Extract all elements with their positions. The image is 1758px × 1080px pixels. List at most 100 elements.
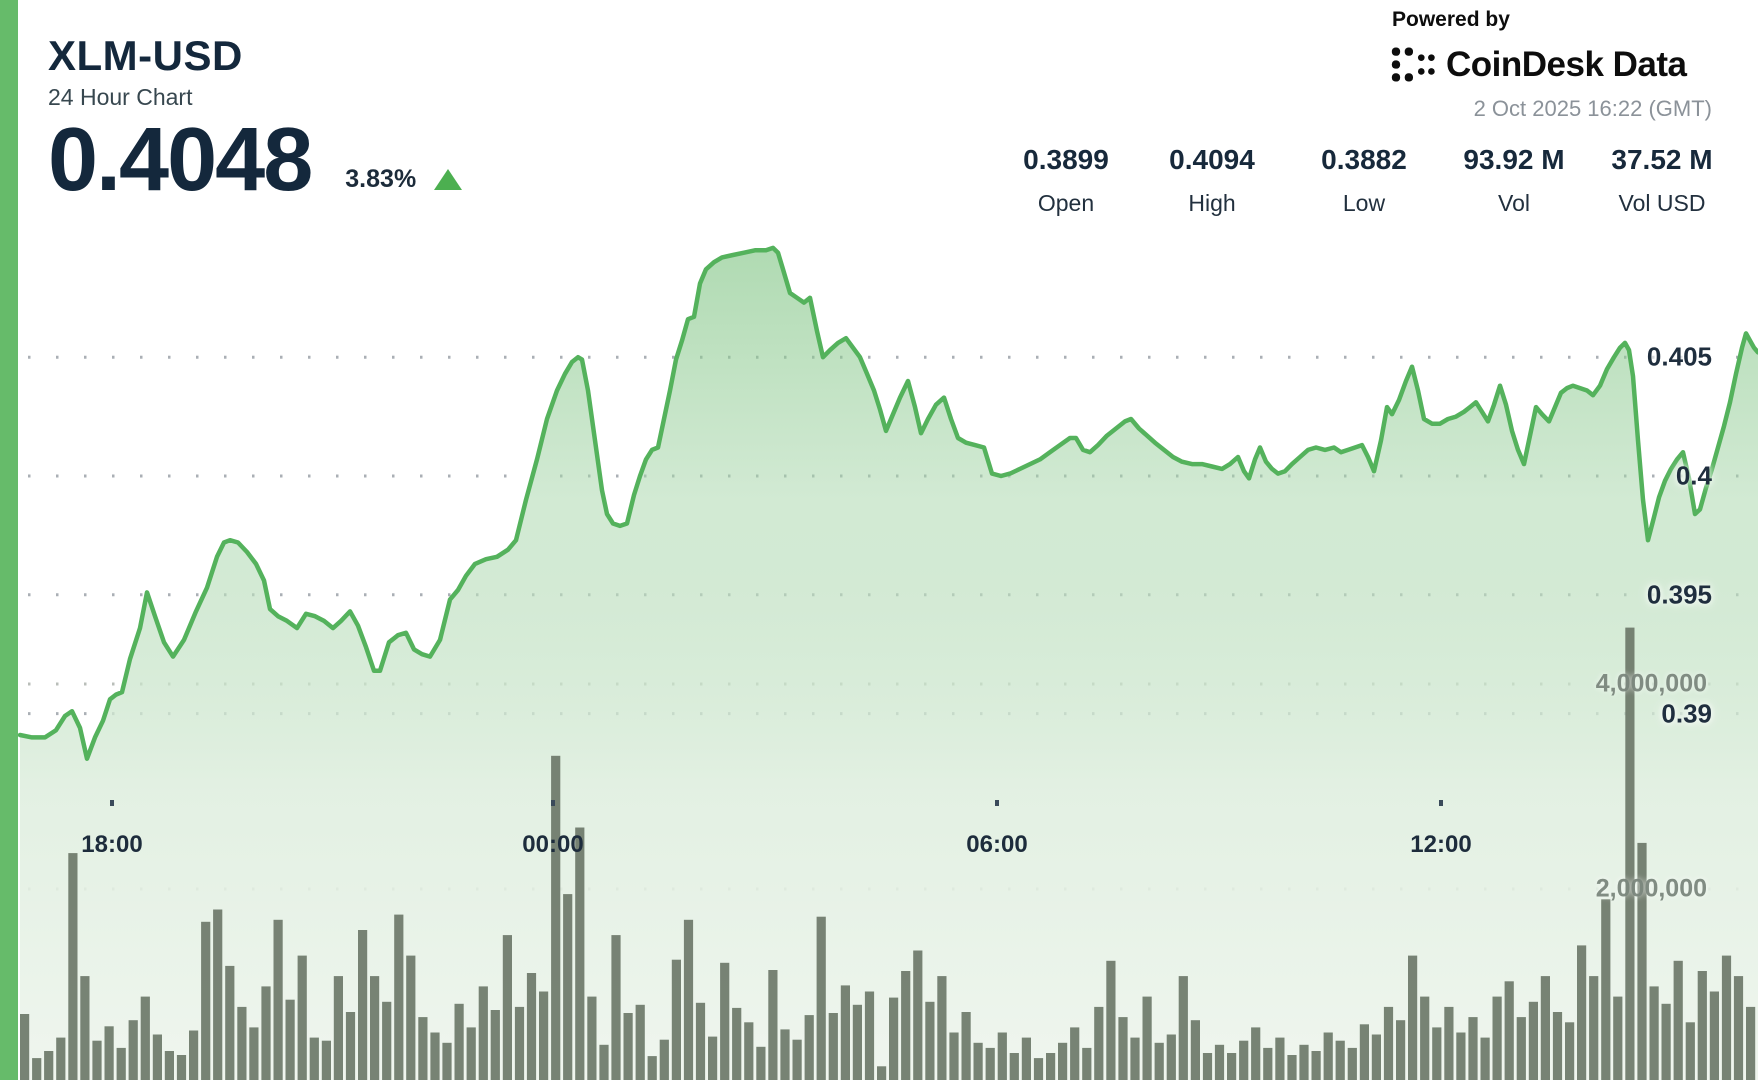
volume-bar bbox=[213, 909, 223, 1080]
volume-bar bbox=[1444, 1006, 1454, 1080]
volume-bar bbox=[1335, 1040, 1345, 1080]
volume-bar bbox=[176, 1055, 187, 1080]
volume-bar bbox=[333, 976, 343, 1080]
volume-bar bbox=[1516, 1017, 1526, 1080]
volume-bar bbox=[1275, 1037, 1285, 1080]
coindesk-bracket-icon bbox=[1391, 47, 1435, 82]
volume-bar bbox=[1661, 1003, 1671, 1080]
volume-bar bbox=[68, 853, 78, 1080]
volume-bar bbox=[708, 1036, 718, 1080]
volume-bar bbox=[1396, 1020, 1406, 1080]
volume-bar bbox=[961, 1012, 971, 1080]
volume-bar bbox=[671, 959, 681, 1080]
volume-bar bbox=[1420, 996, 1430, 1080]
volume-bar bbox=[937, 976, 947, 1080]
volume-bar bbox=[140, 996, 150, 1080]
volume-bar bbox=[720, 962, 730, 1080]
volume-bar bbox=[430, 1032, 440, 1080]
volume-bar bbox=[1673, 960, 1683, 1080]
volume-bar bbox=[611, 935, 621, 1080]
volume-bar bbox=[1251, 1027, 1261, 1080]
volume-bar bbox=[478, 986, 488, 1080]
volume-bar bbox=[1492, 996, 1502, 1080]
volume-bar bbox=[1154, 1042, 1164, 1080]
coindesk-logo-text: CoinDesk Data bbox=[1446, 45, 1687, 84]
volume-bar bbox=[454, 1003, 464, 1080]
volume-bar bbox=[44, 1051, 54, 1080]
volume-bar bbox=[840, 985, 850, 1080]
volume-bar bbox=[949, 1032, 959, 1080]
volume-bar bbox=[490, 1010, 500, 1080]
volume-bar bbox=[1613, 996, 1623, 1080]
volume-bar bbox=[526, 973, 537, 1080]
volume-bar bbox=[1697, 971, 1707, 1080]
volume-bar bbox=[1299, 1044, 1309, 1080]
volume-bar bbox=[985, 1047, 995, 1080]
volume-bar bbox=[1359, 1024, 1369, 1080]
volume-bar bbox=[358, 930, 368, 1080]
volume-bar bbox=[297, 955, 307, 1080]
volume-bar bbox=[973, 1042, 983, 1080]
volume-bar bbox=[683, 919, 694, 1080]
volume-bar bbox=[1721, 955, 1732, 1080]
volume-bar bbox=[623, 1013, 633, 1080]
volume-bar bbox=[732, 1007, 742, 1080]
volume-bar bbox=[1070, 1027, 1080, 1080]
volume-bar bbox=[442, 1042, 452, 1080]
volume-bar bbox=[792, 1039, 802, 1080]
volume-bar bbox=[864, 991, 875, 1080]
volume-bar bbox=[1577, 945, 1587, 1080]
volume-bar bbox=[1263, 1047, 1273, 1080]
volume-bar bbox=[1528, 1001, 1538, 1080]
volume-bar bbox=[780, 1029, 790, 1080]
volume-bar bbox=[382, 1001, 392, 1080]
volume-bar bbox=[575, 827, 585, 1080]
volume-bar bbox=[309, 1037, 319, 1080]
price-line bbox=[17, 245, 1758, 761]
volume-bar bbox=[925, 1001, 935, 1080]
volume-bar bbox=[635, 1004, 645, 1080]
volume-bar bbox=[152, 1034, 162, 1080]
coindesk-logo[interactable]: CoinDesk Data bbox=[1380, 44, 1712, 86]
left-accent-bar bbox=[0, 0, 18, 1080]
volume-bar bbox=[1202, 1053, 1213, 1080]
volume-bar bbox=[285, 999, 295, 1080]
volume-bar bbox=[1746, 1006, 1756, 1080]
volume-bar bbox=[370, 976, 380, 1080]
volume-bar bbox=[877, 1066, 887, 1080]
volume-bar bbox=[1637, 842, 1647, 1080]
volume-bar bbox=[321, 1040, 331, 1080]
volume-bar bbox=[466, 1027, 476, 1080]
volume-bar bbox=[1456, 1032, 1466, 1080]
volume-bar bbox=[1287, 1055, 1297, 1080]
volume-bar bbox=[1046, 1053, 1056, 1080]
volume-bar bbox=[1058, 1042, 1068, 1080]
volume-bar bbox=[394, 914, 404, 1080]
volume-bar bbox=[116, 1047, 126, 1080]
volume-bar bbox=[768, 970, 778, 1080]
volume-bar bbox=[32, 1058, 42, 1080]
volume-bar bbox=[1432, 1027, 1442, 1080]
volume-bar bbox=[225, 965, 235, 1080]
volume-bar bbox=[1733, 976, 1744, 1080]
volume-bar bbox=[1540, 976, 1550, 1080]
volume-bar bbox=[406, 955, 416, 1080]
volume-bar bbox=[1082, 1047, 1092, 1080]
volume-bar bbox=[1118, 1017, 1128, 1080]
volume-bar bbox=[1589, 976, 1599, 1080]
volume-bar bbox=[889, 997, 899, 1080]
volume-bar bbox=[901, 971, 911, 1080]
volume-bar bbox=[201, 921, 211, 1080]
volume-bar bbox=[659, 1039, 669, 1080]
volume-bar bbox=[273, 919, 283, 1080]
price-area-fill bbox=[20, 247, 1758, 1080]
volume-bar bbox=[1142, 996, 1152, 1080]
volume-bar bbox=[1178, 976, 1188, 1080]
volume-bar bbox=[852, 1004, 862, 1080]
volume-bar bbox=[1166, 1034, 1176, 1080]
volume-bar bbox=[20, 1014, 30, 1080]
volume-bar bbox=[1323, 1032, 1333, 1080]
volume-bar bbox=[502, 935, 512, 1080]
volume-bar bbox=[128, 1020, 138, 1080]
